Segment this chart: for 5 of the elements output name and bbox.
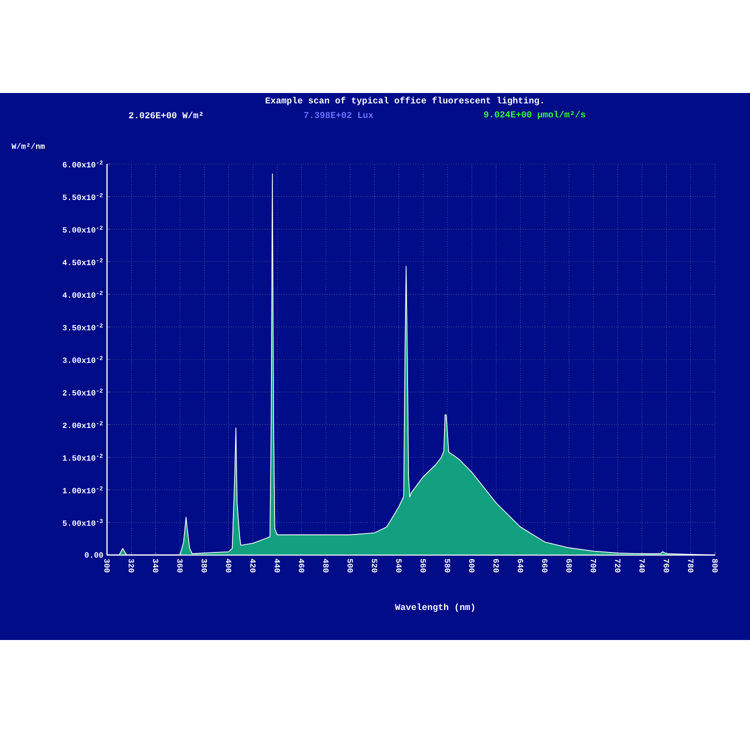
text: 7.398E+02 Lux bbox=[304, 112, 374, 118]
text: 9.024E+00 µmol/m²/s bbox=[484, 110, 586, 120]
text: 2.026E+00 W/m² bbox=[129, 112, 203, 118]
chart-title: Example scan of typical office fluorescent lighting. bbox=[266, 96, 543, 106]
x-axis-title: Wavelength (nm) bbox=[394, 603, 474, 612]
